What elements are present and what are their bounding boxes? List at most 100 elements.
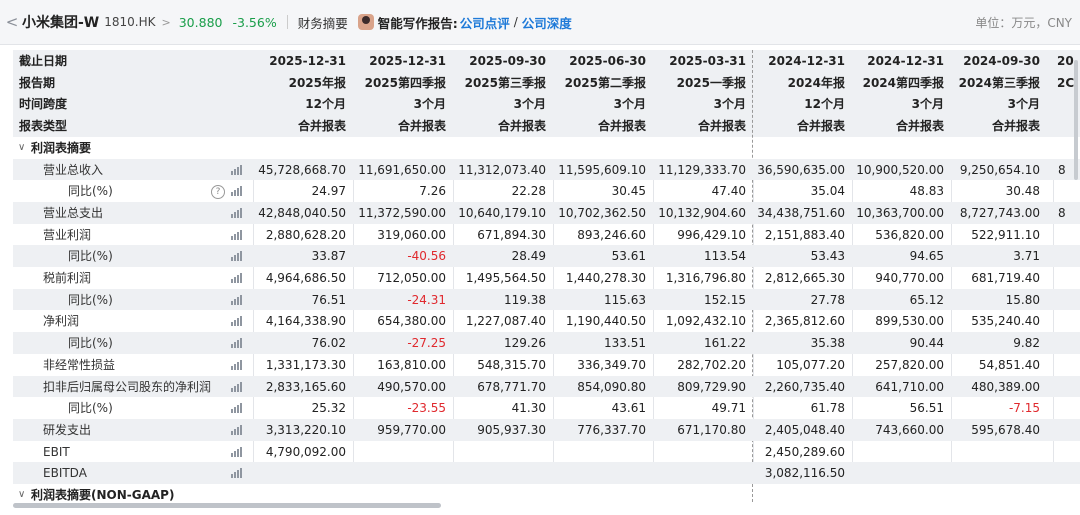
table-cell: 10,640,179.10 — [458, 205, 546, 220]
table-cell: 161.22 — [704, 336, 746, 351]
table-cell: 9,250,654.10 — [959, 162, 1040, 177]
row-label: 研发支出 — [43, 422, 92, 437]
table-cell: 27.78 — [810, 292, 845, 307]
vertical-scrollbar[interactable] — [1074, 60, 1078, 180]
table-cell — [1058, 354, 1080, 376]
table-cell: 10,702,362.50 — [558, 205, 646, 220]
bar-chart-icon[interactable] — [231, 164, 243, 175]
table-cell — [450, 462, 546, 484]
header-cell: 合并报表 — [991, 119, 1040, 134]
table-cell — [550, 441, 646, 463]
company-review-link[interactable]: 公司点评 — [459, 15, 510, 31]
table-cell: 8 — [1058, 205, 1066, 220]
bar-chart-icon[interactable] — [231, 251, 243, 262]
header-cell: 合并报表 — [397, 119, 446, 134]
table-cell: 641,710.00 — [875, 379, 944, 394]
bar-chart-icon[interactable] — [231, 338, 243, 349]
header-cell: 2025年报 — [288, 75, 346, 90]
header-cell: 合并报表 — [697, 119, 746, 134]
header-cell: 合并报表 — [597, 119, 646, 134]
table-cell — [848, 462, 944, 484]
column-separator — [253, 158, 254, 484]
bar-chart-icon[interactable] — [231, 294, 243, 305]
section-income-summary[interactable]: 利润表摘要 — [31, 140, 92, 155]
section-non-gaap[interactable]: 利润表摘要(NON-GAAP) — [31, 488, 175, 502]
chevron-right-icon[interactable]: > — [161, 15, 171, 29]
table-cell: 548,315.70 — [477, 357, 546, 372]
table-cell: -23.55 — [407, 401, 446, 416]
table-row — [13, 375, 1080, 398]
table-cell: 522,911.10 — [971, 227, 1040, 242]
table-cell: 536,820.00 — [875, 227, 944, 242]
bar-chart-icon[interactable] — [231, 186, 243, 197]
header-cell: 2025第四季报 — [364, 75, 446, 90]
table-cell — [1058, 245, 1080, 267]
table-cell: 53.43 — [810, 249, 845, 264]
table-cell — [550, 462, 646, 484]
table-cell: 681,719.40 — [971, 271, 1040, 285]
table-cell: 2,405,048.40 — [764, 422, 845, 437]
header-label: 报告期 — [19, 75, 56, 90]
table-row — [13, 201, 1080, 224]
divider — [286, 15, 288, 29]
table-cell: 2,450,289.60 — [764, 444, 845, 459]
table-cell: 76.02 — [311, 336, 346, 351]
horizontal-scrollbar[interactable] — [13, 503, 441, 508]
table-cell: 36,590,635.00 — [757, 162, 845, 177]
table-cell: 336,349.70 — [577, 357, 646, 372]
section-title: 财务摘要 — [297, 15, 348, 31]
header-cell: 合并报表 — [796, 119, 845, 134]
table-cell: 10,132,904.60 — [658, 205, 746, 220]
table-cell: 41.30 — [511, 401, 546, 416]
bar-chart-icon[interactable] — [231, 468, 243, 479]
bar-chart-icon[interactable] — [231, 403, 243, 414]
table-cell: 11,372,590.00 — [358, 205, 446, 220]
column-separator — [653, 158, 654, 484]
header-cell: 2024-12-31 — [867, 54, 944, 68]
back-icon[interactable]: < — [5, 13, 19, 31]
table-cell: 2,365,812.60 — [764, 314, 845, 329]
table-cell: 8 — [1058, 162, 1066, 177]
bar-chart-icon[interactable] — [231, 207, 243, 218]
company-name[interactable]: 小米集团-W — [22, 15, 100, 31]
bar-chart-icon[interactable] — [231, 273, 243, 283]
bar-chart-icon[interactable] — [231, 229, 243, 240]
header-cell: 3个月 — [513, 97, 546, 112]
company-depth-link[interactable]: 公司深度 — [521, 15, 572, 31]
table-cell: -40.56 — [407, 249, 446, 264]
table-cell: 678,771.70 — [477, 379, 546, 394]
bar-chart-icon[interactable] — [231, 446, 243, 457]
chevron-down-icon[interactable]: ∨ — [18, 141, 26, 153]
table-cell — [1058, 419, 1080, 441]
table-cell: 22.28 — [511, 184, 546, 199]
header-cell: 合并报表 — [497, 119, 546, 134]
header-cell: 2024-12-31 — [768, 54, 845, 68]
column-separator — [453, 158, 454, 484]
table-cell: 3,082,116.50 — [764, 466, 845, 481]
table-cell: 65.12 — [909, 292, 944, 307]
table-cell: 28.49 — [511, 249, 546, 264]
table-cell: 119.38 — [504, 292, 546, 307]
bar-chart-icon[interactable] — [231, 359, 243, 370]
chevron-down-icon[interactable]: ∨ — [18, 489, 26, 500]
header-cell: 3个月 — [1007, 97, 1040, 112]
column-separator — [553, 158, 554, 484]
bar-chart-icon[interactable] — [231, 381, 243, 392]
table-cell: 10,900,520.00 — [856, 162, 944, 177]
table-cell — [1058, 310, 1080, 332]
table-cell — [1058, 267, 1080, 289]
table-cell — [650, 462, 746, 484]
stock-price: 30.880 — [178, 14, 223, 30]
bar-chart-icon[interactable] — [231, 424, 243, 435]
bar-chart-icon[interactable] — [231, 316, 243, 327]
column-separator — [852, 158, 853, 484]
header-cell: 2025一季报 — [676, 75, 746, 90]
row-label: 同比(%) — [68, 292, 113, 307]
question-icon[interactable]: ? — [211, 184, 225, 199]
table-cell: 282,702.20 — [677, 357, 746, 372]
table-cell: 90.44 — [909, 336, 944, 351]
table-cell: 49.71 — [711, 401, 746, 416]
table-cell: 53.61 — [611, 249, 646, 264]
table-cell: 11,595,609.10 — [558, 162, 646, 177]
row-label: 同比(%) — [68, 184, 113, 199]
